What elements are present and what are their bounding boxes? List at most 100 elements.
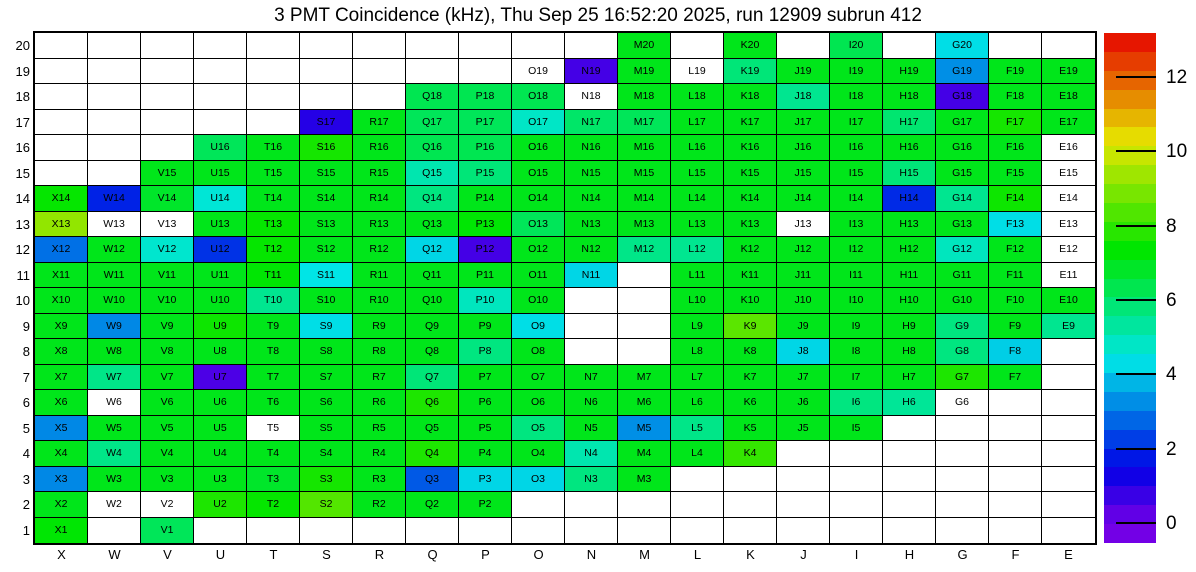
x-axis-label: U: [215, 547, 226, 562]
grid-cell: W14: [88, 186, 141, 212]
colorbar-band: [1104, 335, 1156, 355]
grid-cell: F14: [989, 186, 1042, 212]
grid-cell: F13: [989, 211, 1042, 237]
grid-cell: J13: [777, 211, 830, 237]
grid-cell: P15: [459, 160, 512, 186]
grid-cell: G13: [936, 211, 989, 237]
grid-cell: [141, 58, 194, 84]
grid-cell-label: X4: [54, 447, 68, 460]
grid-cell-label: I20: [848, 39, 864, 52]
grid-cell-label: R4: [372, 447, 386, 460]
grid-cell-label: N13: [581, 217, 601, 230]
grid-cell: Q2: [406, 492, 459, 518]
grid-cell: O10: [512, 288, 565, 314]
grid-cell-label: S17: [316, 115, 336, 128]
grid-cell: V8: [141, 339, 194, 365]
grid-cell: S17: [300, 109, 353, 135]
grid-cell: U16: [194, 135, 247, 161]
grid-cell: [1042, 492, 1095, 518]
colorbar-band: [1104, 33, 1156, 52]
grid-cell-label: P8: [478, 345, 492, 358]
grid-cell-label: H9: [902, 319, 916, 332]
grid-cell: I14: [830, 186, 883, 212]
grid-cell: H10: [883, 288, 936, 314]
grid-cell: L6: [671, 390, 724, 416]
grid-cell-label: V6: [160, 396, 174, 409]
grid-cell-label: L14: [688, 192, 706, 205]
grid-cell: L5: [671, 415, 724, 441]
grid-cell-label: P12: [475, 243, 495, 256]
grid-cell: J12: [777, 237, 830, 263]
grid-cell-label: P16: [475, 141, 495, 154]
grid-cell: T10: [247, 288, 300, 314]
grid-cell: M7: [618, 364, 671, 390]
grid-cell: K18: [724, 84, 777, 110]
grid-cell-label: E9: [1062, 319, 1075, 332]
y-axis-label: 12: [15, 242, 30, 257]
grid-cell-label: G12: [952, 243, 972, 256]
grid-cell-label: U3: [213, 472, 227, 485]
grid-cell: U14: [194, 186, 247, 212]
grid-cell: [989, 415, 1042, 441]
grid-cell: [300, 84, 353, 110]
x-axis-label: X: [57, 547, 66, 562]
grid-cell: [512, 33, 565, 59]
grid-cell: O12: [512, 237, 565, 263]
grid-cell: K5: [724, 415, 777, 441]
x-axis-label: W: [108, 547, 121, 562]
grid-cell: E9: [1042, 313, 1095, 339]
grid-cell: O19: [512, 58, 565, 84]
grid-cell: H18: [883, 84, 936, 110]
grid-cell: [618, 339, 671, 365]
grid-cell-label: G11: [952, 268, 972, 281]
grid-cell-label: W4: [106, 447, 122, 460]
grid-cell: N16: [565, 135, 618, 161]
grid-cell: R2: [353, 492, 406, 518]
grid-cell: U8: [194, 339, 247, 365]
colorbar-band: [1104, 486, 1156, 506]
grid-cell-label: L11: [688, 268, 706, 281]
grid-cell: G16: [936, 135, 989, 161]
grid-cell-label: F12: [1005, 243, 1025, 256]
grid-cell-label: F14: [1005, 192, 1025, 205]
grid-cell: R12: [353, 237, 406, 263]
grid-cell-label: F8: [1008, 345, 1022, 358]
grid-cell: L16: [671, 135, 724, 161]
x-axis-label: R: [374, 547, 385, 562]
grid-cell: G14: [936, 186, 989, 212]
grid-cell-label: P13: [475, 217, 495, 230]
grid-cell: [353, 517, 406, 543]
grid-cell: [777, 517, 830, 543]
grid-cell-label: S7: [319, 370, 333, 383]
colorbar-band: [1104, 373, 1156, 392]
grid-cell: M14: [618, 186, 671, 212]
grid-cell: [194, 58, 247, 84]
grid-cell: U9: [194, 313, 247, 339]
grid-cell-label: I16: [848, 141, 864, 154]
grid-cell-label: J13: [794, 217, 812, 230]
grid-cell-label: H8: [902, 345, 916, 358]
y-axis-label: 6: [22, 395, 30, 410]
grid-cell: G20: [936, 33, 989, 59]
colorbar-band: [1104, 467, 1156, 487]
grid-cell-label: L9: [691, 319, 703, 332]
colorbar-band: [1104, 51, 1156, 71]
grid-cell: X14: [35, 186, 88, 212]
grid-cell: V11: [141, 262, 194, 288]
grid-cell: [618, 313, 671, 339]
grid-cell: I7: [830, 364, 883, 390]
grid-cell-label: V13: [157, 217, 177, 230]
grid-cell-label: K9: [743, 319, 757, 332]
grid-cell: [830, 441, 883, 467]
grid-cell: L14: [671, 186, 724, 212]
grid-cell-label: O9: [530, 319, 545, 332]
grid-cell: T8: [247, 339, 300, 365]
grid-cell: Q3: [406, 466, 459, 492]
grid-cell: U11: [194, 262, 247, 288]
grid-cell-label: W7: [106, 370, 122, 383]
grid-cell: M15: [618, 160, 671, 186]
grid-cell: R3: [353, 466, 406, 492]
grid-cell: S6: [300, 390, 353, 416]
grid-cell: F8: [989, 339, 1042, 365]
grid-cell: W8: [88, 339, 141, 365]
